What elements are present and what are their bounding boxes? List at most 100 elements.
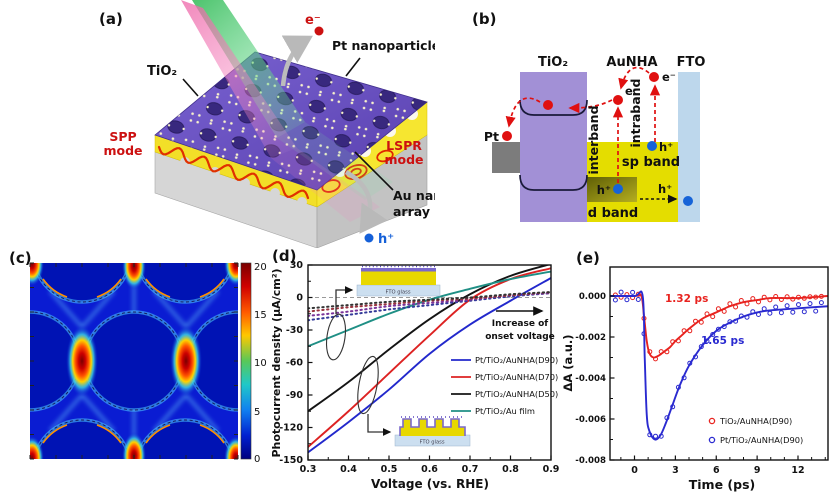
d-y-tick-label: 0: [296, 293, 303, 304]
series-1-scatter-point: [630, 289, 636, 295]
onset-note-line2: onset voltage: [485, 332, 555, 342]
hole-dot-fto: [683, 196, 693, 206]
tio2-column-header: TiO₂: [538, 55, 568, 70]
colorbar-tick-0: 0: [254, 454, 260, 465]
au-nanohole-label-2: array: [393, 204, 430, 219]
hole-out-arrow: [344, 170, 388, 234]
panel-d-label: (d): [272, 247, 296, 265]
series-7-curve: [308, 291, 551, 310]
d-x-tick-label: 0.7: [462, 464, 479, 475]
e-yaxis-title: ΔA (a.u.): [561, 334, 575, 391]
series-1-scatter-point: [612, 297, 618, 303]
field-map: [30, 263, 238, 459]
e-xaxis-title: Time (ps): [689, 477, 755, 492]
ta-ticks: 0 3 6 9 12 0.000 -0.002 -0.004 -0.006 -0.008: [575, 292, 826, 476]
series-1-scatter-point: [796, 302, 801, 308]
pink-beam: [181, 0, 297, 158]
series-1-scatter-point: [767, 310, 773, 316]
series-1-scatter-point: [773, 304, 779, 310]
laser-beams: [181, 0, 393, 222]
lspr-mode-label-1: LSPR: [386, 138, 422, 153]
colorbar-tick-15: 15: [254, 310, 267, 321]
spp-wave: [157, 145, 310, 200]
series-1-scatter-point: [784, 303, 790, 309]
valence-band-curve: [519, 174, 588, 191]
electron-out-arrow: [280, 35, 313, 87]
e-x-tick-label: 9: [754, 465, 761, 476]
spp-mode-label-2: mode: [103, 143, 142, 158]
series-0-scatter-point: [790, 296, 796, 302]
electron-label: e⁻: [305, 13, 321, 28]
legend-label-d90: Pt/TiO₂/AuNHA(D90): [475, 355, 558, 365]
panel-e-label: (e): [576, 249, 600, 267]
d-band-block: [587, 177, 637, 202]
legend-marker-red: [708, 417, 716, 425]
d-y-tick-label: 30: [290, 260, 304, 271]
series-1-scatter-point: [778, 310, 784, 316]
hole-dot-d: [613, 184, 623, 194]
colorbar: [240, 262, 252, 460]
hole-sp-label: h⁺: [659, 140, 673, 154]
series-1-scatter-point: [698, 344, 704, 350]
series-1-scatter-point: [618, 289, 624, 295]
d-y-tick-label: -150: [279, 455, 303, 466]
d-xaxis-title: Voltage (vs. RHE): [371, 477, 489, 491]
e-y-tick-label: 0.000: [579, 292, 606, 302]
pt-block: [492, 142, 520, 173]
electron-dot-tio2: [543, 100, 553, 110]
sp-band-label: sp band: [622, 155, 680, 170]
legend-label-blue: Pt/TiO₂/AuNHA(D90): [720, 435, 803, 445]
legend-marker-blue: [708, 436, 716, 444]
series-1-scatter-point: [801, 309, 807, 315]
fto-column-header: FTO: [677, 55, 706, 70]
series-1-fit-curve: [610, 290, 828, 441]
electron-dot-interband: [613, 95, 623, 105]
onset-annotation: Increase of onset voltage: [485, 306, 555, 342]
e-x-tick-label: 3: [672, 465, 679, 476]
d-x-tick-label: 0.8: [502, 464, 519, 475]
ta-legend: TiO₂/AuNHA(D90) Pt/TiO₂/AuNHA(D90): [708, 416, 803, 445]
colorbar-tick-labels: 20 15 10 5 0: [254, 262, 267, 465]
hole-label: h⁺: [378, 232, 394, 247]
panel-e-ta-plot: (e) 0 3 6 9 120.000-0.002-0.004-0.006-0.008 …: [561, 249, 829, 492]
inset-au-film: FTO glass: [356, 265, 441, 297]
series-1-scatter-point: [653, 433, 658, 439]
panel-b-band-diagram: (b) TiO₂ AuNHA FTO Pt e⁻ e⁻ h⁺ sp band h…: [472, 10, 706, 222]
hole-d-label: h⁺: [597, 183, 611, 197]
legend-label-film: Pt/TiO₂/Au film: [475, 406, 535, 416]
fto-column: [678, 72, 700, 222]
jv-ticks: 0.3 0.4 0.5 0.6 0.7 0.8 0.9 30 0 -30 -60 -90 -120 -15…: [279, 260, 559, 475]
d-x-tick-label: 0.4: [340, 464, 357, 475]
e-x-tick-label: 12: [791, 465, 804, 476]
series-1-scatter-point: [818, 300, 824, 306]
colorbar-tick-5: 5: [254, 407, 260, 418]
colorbar-tick-20: 20: [254, 262, 267, 273]
panel-c-field-map: (c): [9, 249, 267, 465]
plot-frame: [609, 266, 829, 461]
electron-transfer-arrows: [505, 66, 661, 183]
au-nanohole-label-1: Au nanohole: [393, 188, 435, 203]
e-x-tick-label: 6: [713, 465, 720, 476]
colorbar-tick-10: 10: [254, 358, 267, 369]
d-y-tick-label: -30: [286, 325, 304, 336]
jv-legend: Pt/TiO₂/AuNHA(D90) Pt/TiO₂/AuNHA(D70) Pt…: [451, 355, 558, 416]
series-0-curve: [308, 277, 551, 454]
series-1-scatter-point: [790, 309, 796, 315]
series-0-scatter-point: [612, 292, 618, 298]
field-streaks: [48, 285, 220, 437]
jv-curves: [308, 265, 551, 454]
series-1-scatter-point: [807, 301, 813, 307]
e-y-tick-label: -0.002: [575, 333, 606, 343]
lspr-mode-label-2: mode: [384, 152, 423, 167]
e-x-tick-label: 0: [631, 465, 638, 476]
series-1-scatter-point: [635, 297, 641, 302]
series-1-scatter-point: [624, 297, 630, 303]
tio2-column: [520, 72, 587, 222]
series-2-curve: [308, 265, 551, 413]
d-x-tick-label: 0.9: [543, 464, 560, 475]
d-x-tick-label: 0.5: [381, 464, 398, 475]
hot-spots: [30, 263, 238, 459]
intraband-label: intraband: [628, 79, 643, 148]
e-y-tick-label: -0.006: [575, 415, 606, 425]
electron-dot-intraband: [649, 72, 659, 82]
